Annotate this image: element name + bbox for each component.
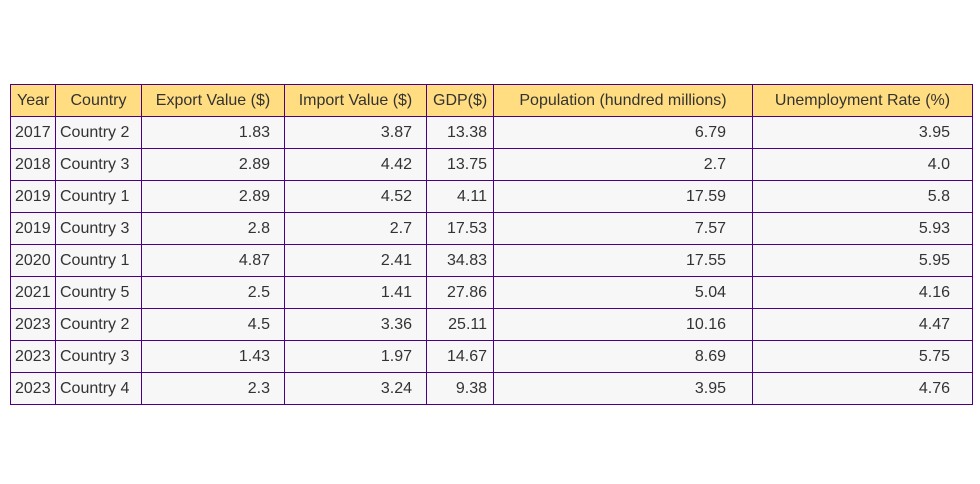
table-row: 2023 Country 3 1.43 1.97 14.67 8.69 5.75 [10,340,973,373]
cell-population: 17.59 [493,180,753,213]
cell-import-value: 4.52 [284,180,427,213]
cell-export-value: 4.5 [141,308,285,341]
cell-population: 2.7 [493,148,753,181]
cell-gdp: 13.38 [426,116,494,149]
cell-unemployment-rate: 5.93 [752,212,973,245]
header-row: Year Country Export Value ($) Import Val… [10,84,973,117]
header-country: Country [55,84,142,117]
cell-gdp: 27.86 [426,276,494,309]
table-row: 2023 Country 4 2.3 3.24 9.38 3.95 4.76 [10,372,973,405]
cell-gdp: 13.75 [426,148,494,181]
cell-country: Country 5 [55,276,142,309]
cell-year: 2023 [10,340,56,373]
header-year: Year [10,84,56,117]
cell-country: Country 3 [55,148,142,181]
cell-unemployment-rate: 3.95 [752,116,973,149]
cell-unemployment-rate: 5.95 [752,244,973,277]
table-row: 2019 Country 1 2.89 4.52 4.11 17.59 5.8 [10,180,973,213]
table-row: 2019 Country 3 2.8 2.7 17.53 7.57 5.93 [10,212,973,245]
cell-country: Country 3 [55,340,142,373]
cell-gdp: 25.11 [426,308,494,341]
cell-import-value: 2.41 [284,244,427,277]
cell-export-value: 2.89 [141,148,285,181]
cell-country: Country 2 [55,308,142,341]
cell-year: 2023 [10,308,56,341]
cell-export-value: 2.3 [141,372,285,405]
cell-year: 2021 [10,276,56,309]
cell-population: 8.69 [493,340,753,373]
cell-export-value: 4.87 [141,244,285,277]
cell-unemployment-rate: 5.75 [752,340,973,373]
cell-unemployment-rate: 4.16 [752,276,973,309]
table-body: 2017 Country 2 1.83 3.87 13.38 6.79 3.95 2018 Co… [10,116,973,405]
cell-unemployment-rate: 5.8 [752,180,973,213]
cell-import-value: 4.42 [284,148,427,181]
cell-population: 7.57 [493,212,753,245]
cell-import-value: 3.24 [284,372,427,405]
cell-gdp: 9.38 [426,372,494,405]
cell-import-value: 1.97 [284,340,427,373]
cell-unemployment-rate: 4.76 [752,372,973,405]
cell-country: Country 1 [55,180,142,213]
cell-year: 2023 [10,372,56,405]
table-row: 2020 Country 1 4.87 2.41 34.83 17.55 5.95 [10,244,973,277]
table-row: 2018 Country 3 2.89 4.42 13.75 2.7 4.0 [10,148,973,181]
table-row: 2023 Country 2 4.5 3.36 25.11 10.16 4.47 [10,308,973,341]
cell-unemployment-rate: 4.0 [752,148,973,181]
cell-country: Country 3 [55,212,142,245]
cell-gdp: 4.11 [426,180,494,213]
header-import-value: Import Value ($) [284,84,427,117]
header-export-value: Export Value ($) [141,84,285,117]
cell-export-value: 1.83 [141,116,285,149]
cell-import-value: 2.7 [284,212,427,245]
cell-year: 2019 [10,212,56,245]
cell-gdp: 17.53 [426,212,494,245]
cell-export-value: 1.43 [141,340,285,373]
cell-population: 17.55 [493,244,753,277]
cell-export-value: 2.5 [141,276,285,309]
cell-import-value: 3.36 [284,308,427,341]
cell-import-value: 3.87 [284,116,427,149]
cell-gdp: 34.83 [426,244,494,277]
cell-export-value: 2.8 [141,212,285,245]
cell-export-value: 2.89 [141,180,285,213]
header-unemployment-rate: Unemployment Rate (%) [752,84,973,117]
cell-gdp: 14.67 [426,340,494,373]
cell-year: 2018 [10,148,56,181]
cell-country: Country 4 [55,372,142,405]
cell-population: 5.04 [493,276,753,309]
table-row: 2021 Country 5 2.5 1.41 27.86 5.04 4.16 [10,276,973,309]
cell-population: 10.16 [493,308,753,341]
header-gdp: GDP($) [426,84,494,117]
data-table-container: Year Country Export Value ($) Import Val… [10,84,973,405]
table-row: 2017 Country 2 1.83 3.87 13.38 6.79 3.95 [10,116,973,149]
data-table: Year Country Export Value ($) Import Val… [10,84,973,405]
cell-year: 2017 [10,116,56,149]
cell-country: Country 1 [55,244,142,277]
cell-year: 2020 [10,244,56,277]
cell-population: 6.79 [493,116,753,149]
cell-population: 3.95 [493,372,753,405]
cell-unemployment-rate: 4.47 [752,308,973,341]
cell-country: Country 2 [55,116,142,149]
header-population: Population (hundred millions) [493,84,753,117]
cell-import-value: 1.41 [284,276,427,309]
cell-year: 2019 [10,180,56,213]
